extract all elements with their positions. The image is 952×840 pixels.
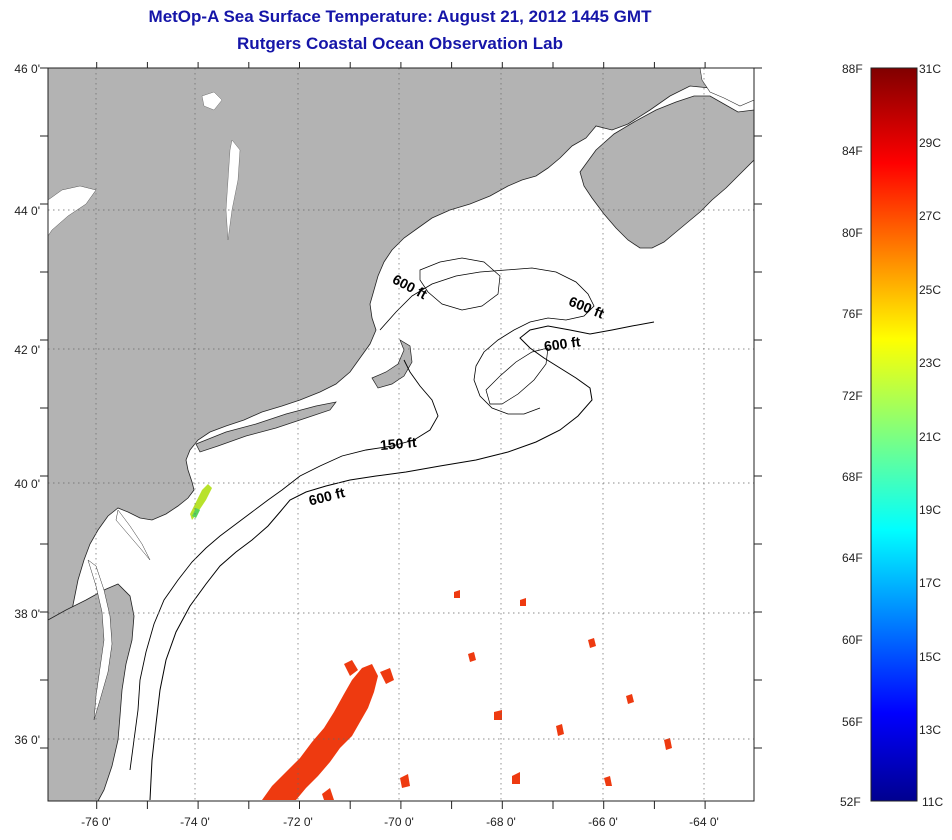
cb-f-label: 80F	[842, 226, 863, 240]
cb-c-label: 31C	[919, 62, 942, 76]
water-delaware-bay	[115, 509, 151, 561]
lat-label: 44 0'	[14, 204, 40, 218]
cb-f-label: 88F	[842, 62, 863, 76]
cb-c-label: 19C	[919, 503, 942, 517]
cb-f-label: 76F	[842, 307, 863, 321]
cb-c-label: 21C	[919, 430, 942, 444]
land-cape-cod	[371, 339, 413, 389]
lon-label: -74 0'	[180, 815, 210, 829]
cb-c-label: 13C	[919, 723, 942, 737]
cb-c-label: 25C	[919, 283, 942, 297]
cb-f-label: 60F	[842, 633, 863, 647]
depth-contour-georges	[485, 347, 549, 405]
lon-label: -70 0'	[384, 815, 414, 829]
latitude-labels: 46 0' 44 0' 42 0' 40 0' 38 0' 36 0'	[14, 62, 40, 747]
sst-coastal-patch	[190, 484, 212, 520]
longitude-labels: -76 0' -74 0' -72 0' -70 0' -68 0' -66 0…	[81, 815, 719, 829]
lat-label: 42 0'	[14, 343, 40, 357]
land-long-island	[195, 401, 337, 453]
map-title: MetOp-A Sea Surface Temperature: August …	[148, 7, 652, 26]
lat-label: 40 0'	[14, 477, 40, 491]
cb-c-label: 15C	[919, 650, 942, 664]
cb-f-label: 68F	[842, 470, 863, 484]
water-lake-moosehead	[201, 91, 223, 111]
sst-warm-water-patches	[262, 590, 672, 800]
map-subtitle: Rutgers Coastal Ocean Observation Lab	[237, 34, 563, 53]
lon-label: -64 0'	[689, 815, 719, 829]
colorbar	[870, 67, 918, 802]
contour-label: 600 ft	[543, 333, 582, 354]
cb-c-label: 29C	[919, 136, 942, 150]
depth-contour-gulf-of-maine	[379, 267, 595, 415]
depth-contour-inner	[419, 257, 501, 311]
cb-c-label: 27C	[919, 209, 942, 223]
cb-c-label: 11C	[922, 795, 944, 809]
water-gulf-st-lawrence	[699, 68, 754, 107]
cb-f-label: 56F	[842, 715, 863, 729]
lon-label: -66 0'	[588, 815, 618, 829]
map-ticks	[40, 62, 762, 809]
cb-f-label: 72F	[842, 389, 863, 403]
cb-f-label: 52F	[840, 795, 861, 809]
land-mainland	[48, 68, 754, 741]
lat-label: 36 0'	[14, 733, 40, 747]
water-chesapeake	[87, 559, 113, 721]
water-lake-ontario	[48, 185, 97, 237]
lon-label: -72 0'	[283, 815, 313, 829]
lon-label: -68 0'	[486, 815, 516, 829]
cb-c-label: 17C	[919, 576, 942, 590]
cb-f-label: 84F	[842, 144, 863, 158]
lat-label: 38 0'	[14, 607, 40, 621]
contour-label: 150 ft	[379, 434, 417, 453]
water-lake-champlain	[225, 139, 241, 241]
map-gridlines	[48, 67, 754, 801]
cb-f-label: 64F	[842, 551, 863, 565]
cb-c-label: 23C	[919, 356, 942, 370]
depth-contour-150ft	[129, 359, 439, 771]
lon-label: -76 0'	[81, 815, 111, 829]
lat-label: 46 0'	[14, 62, 40, 76]
